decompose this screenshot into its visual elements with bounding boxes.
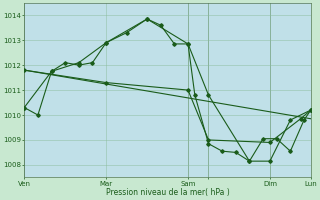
X-axis label: Pression niveau de la mer( hPa ): Pression niveau de la mer( hPa ) — [106, 188, 229, 197]
